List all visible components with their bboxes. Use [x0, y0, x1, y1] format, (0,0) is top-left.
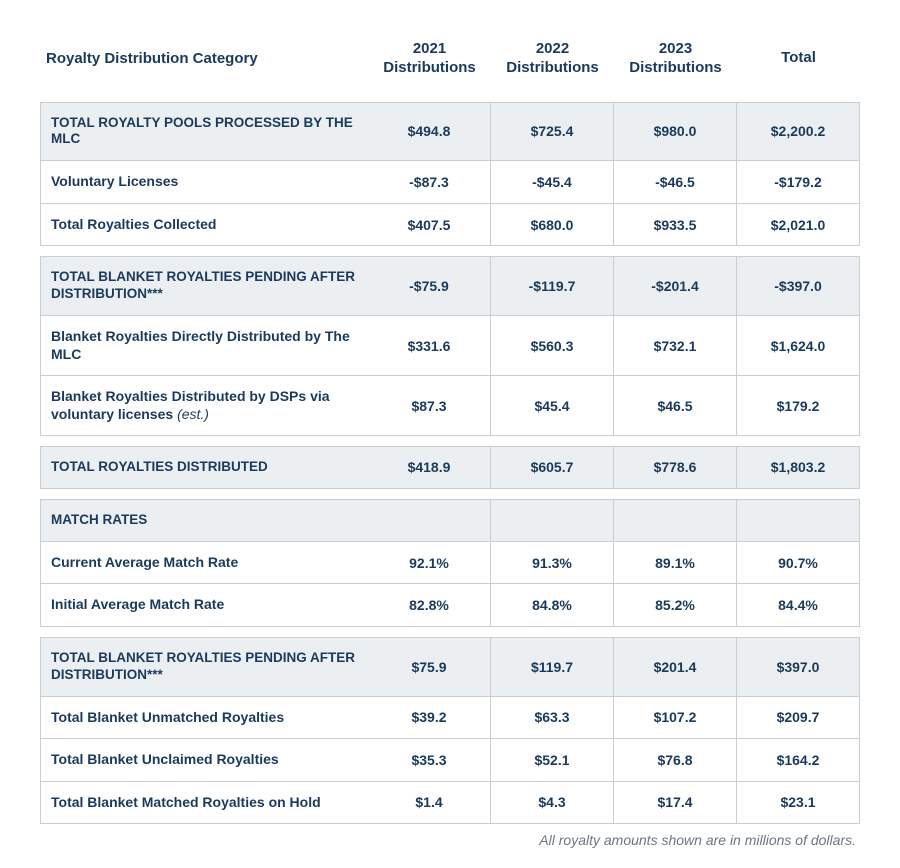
row-value: $17.4 — [614, 782, 737, 825]
row-value: $494.8 — [368, 102, 491, 162]
row-value: 82.8% — [368, 584, 491, 627]
row-value: $778.6 — [614, 446, 737, 489]
header-2021-year: 2021 — [413, 40, 446, 57]
row-value: $46.5 — [614, 376, 737, 436]
row-value: $560.3 — [491, 316, 614, 376]
table-row: TOTAL BLANKET ROYALTIES PENDING AFTER DI… — [40, 256, 860, 316]
row-label: TOTAL ROYALTY POOLS PROCESSED BY THE MLC — [40, 102, 368, 162]
table-row: Voluntary Licenses-$87.3-$45.4-$46.5-$17… — [40, 161, 860, 204]
row-value — [491, 499, 614, 542]
row-label: Blanket Royalties Directly Distributed b… — [40, 316, 368, 376]
row-value: $732.1 — [614, 316, 737, 376]
table-row: Current Average Match Rate92.1%91.3%89.1… — [40, 542, 860, 585]
row-value: $680.0 — [491, 204, 614, 247]
table-header-row: Royalty Distribution Category 2021 Distr… — [40, 30, 860, 92]
table-row: Blanket Royalties Directly Distributed b… — [40, 316, 860, 376]
row-label: TOTAL BLANKET ROYALTIES PENDING AFTER DI… — [40, 256, 368, 316]
row-value: $4.3 — [491, 782, 614, 825]
table-row: Total Blanket Unmatched Royalties$39.2$6… — [40, 697, 860, 740]
row-value: $52.1 — [491, 739, 614, 782]
row-value: $35.3 — [368, 739, 491, 782]
row-value: -$119.7 — [491, 256, 614, 316]
table-body: TOTAL ROYALTY POOLS PROCESSED BY THE MLC… — [40, 92, 860, 825]
row-label: Total Blanket Unclaimed Royalties — [40, 739, 368, 782]
header-2023-year: 2023 — [659, 40, 692, 57]
row-value: $1,803.2 — [737, 446, 860, 489]
row-value: -$75.9 — [368, 256, 491, 316]
row-value: $119.7 — [491, 637, 614, 697]
row-value: -$46.5 — [614, 161, 737, 204]
row-value — [614, 499, 737, 542]
row-value: $23.1 — [737, 782, 860, 825]
row-value: $418.9 — [368, 446, 491, 489]
row-value: $76.8 — [614, 739, 737, 782]
row-value: $725.4 — [491, 102, 614, 162]
row-label: Initial Average Match Rate — [40, 584, 368, 627]
row-value: $331.6 — [368, 316, 491, 376]
header-total: Total — [737, 30, 860, 92]
table-row: Total Blanket Matched Royalties on Hold$… — [40, 782, 860, 825]
row-value: $1.4 — [368, 782, 491, 825]
row-value: $209.7 — [737, 697, 860, 740]
row-label: TOTAL BLANKET ROYALTIES PENDING AFTER DI… — [40, 637, 368, 697]
row-value: $179.2 — [737, 376, 860, 436]
row-value: 90.7% — [737, 542, 860, 585]
row-value: 92.1% — [368, 542, 491, 585]
row-label: Current Average Match Rate — [40, 542, 368, 585]
row-value: 89.1% — [614, 542, 737, 585]
row-label: Total Royalties Collected — [40, 204, 368, 247]
row-value: 84.4% — [737, 584, 860, 627]
table-row: TOTAL ROYALTIES DISTRIBUTED$418.9$605.7$… — [40, 446, 860, 489]
header-category: Royalty Distribution Category — [40, 30, 368, 92]
table-row: MATCH RATES — [40, 499, 860, 542]
row-value: $107.2 — [614, 697, 737, 740]
header-2021-sub: Distributions — [383, 59, 476, 76]
header-2022-year: 2022 — [536, 40, 569, 57]
row-label: Blanket Royalties Distributed by DSPs vi… — [40, 376, 368, 436]
row-value: 84.8% — [491, 584, 614, 627]
row-value: $87.3 — [368, 376, 491, 436]
row-value: $164.2 — [737, 739, 860, 782]
header-2022: 2022 Distributions — [491, 30, 614, 92]
row-value: -$45.4 — [491, 161, 614, 204]
row-label: Voluntary Licenses — [40, 161, 368, 204]
row-value: $605.7 — [491, 446, 614, 489]
header-2023: 2023 Distributions — [614, 30, 737, 92]
row-value: $980.0 — [614, 102, 737, 162]
row-value: -$397.0 — [737, 256, 860, 316]
header-2021: 2021 Distributions — [368, 30, 491, 92]
royalty-distribution-table: Royalty Distribution Category 2021 Distr… — [40, 30, 860, 824]
row-value: $1,624.0 — [737, 316, 860, 376]
row-value: $201.4 — [614, 637, 737, 697]
row-value: $397.0 — [737, 637, 860, 697]
row-value: $63.3 — [491, 697, 614, 740]
table-row: Total Royalties Collected$407.5$680.0$93… — [40, 204, 860, 247]
row-value: 85.2% — [614, 584, 737, 627]
table-row: Total Blanket Unclaimed Royalties$35.3$5… — [40, 739, 860, 782]
table-row: TOTAL BLANKET ROYALTIES PENDING AFTER DI… — [40, 637, 860, 697]
row-label: MATCH RATES — [40, 499, 368, 542]
row-value: $2,200.2 — [737, 102, 860, 162]
row-value: -$87.3 — [368, 161, 491, 204]
row-label: Total Blanket Unmatched Royalties — [40, 697, 368, 740]
table-row: Initial Average Match Rate82.8%84.8%85.2… — [40, 584, 860, 627]
row-value: $39.2 — [368, 697, 491, 740]
row-label: Total Blanket Matched Royalties on Hold — [40, 782, 368, 825]
table-row: Blanket Royalties Distributed by DSPs vi… — [40, 376, 860, 436]
footnote: All royalty amounts shown are in million… — [40, 824, 860, 848]
row-value: $2,021.0 — [737, 204, 860, 247]
row-value: $407.5 — [368, 204, 491, 247]
row-value: 91.3% — [491, 542, 614, 585]
row-value: -$201.4 — [614, 256, 737, 316]
row-value — [737, 499, 860, 542]
header-2022-sub: Distributions — [506, 59, 599, 76]
row-value: $45.4 — [491, 376, 614, 436]
table-row: TOTAL ROYALTY POOLS PROCESSED BY THE MLC… — [40, 102, 860, 162]
row-value: -$179.2 — [737, 161, 860, 204]
header-2023-sub: Distributions — [629, 59, 722, 76]
row-value — [368, 499, 491, 542]
row-value: $933.5 — [614, 204, 737, 247]
row-value: $75.9 — [368, 637, 491, 697]
row-label: TOTAL ROYALTIES DISTRIBUTED — [40, 446, 368, 489]
